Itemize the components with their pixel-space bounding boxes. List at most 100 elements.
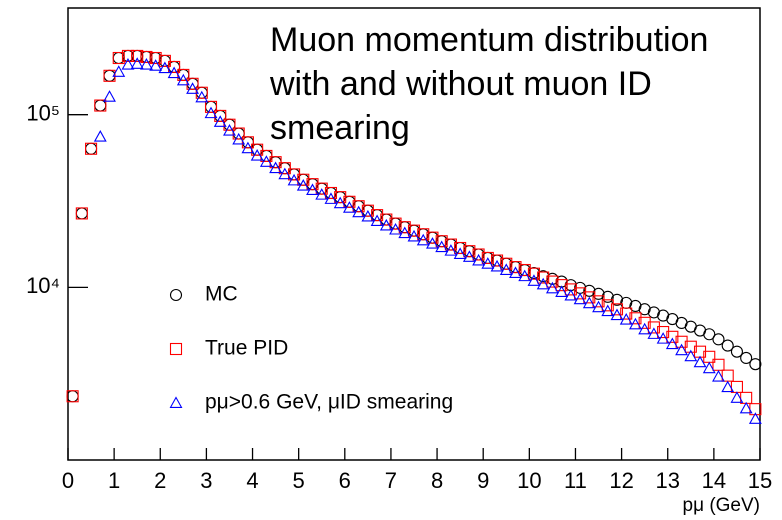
x-tick-label: 14: [702, 468, 726, 493]
data-point: [592, 295, 605, 308]
x-tick-label: 9: [477, 468, 489, 493]
data-point: [435, 235, 448, 248]
data-point: [721, 380, 735, 393]
data-point: [481, 251, 494, 265]
data-point: [712, 333, 725, 346]
data-point: [444, 244, 458, 256]
data-point: [297, 173, 310, 186]
data-point: [564, 288, 578, 301]
data-point: [426, 231, 439, 244]
data-point: [343, 195, 356, 208]
data-point: [629, 312, 642, 325]
x-tick-label: 8: [431, 468, 443, 493]
data-point: [703, 328, 716, 341]
data-point: [657, 325, 670, 339]
data-point: [555, 279, 568, 292]
data-point: [250, 149, 264, 161]
data-point: [574, 287, 587, 300]
data-point: [518, 269, 532, 282]
data-point: [610, 303, 624, 316]
data-point: [647, 306, 660, 319]
chart-title: Muon momentum distribution with and with…: [270, 21, 709, 147]
data-point: [629, 317, 642, 330]
data-point: [223, 118, 236, 131]
data-point: [306, 183, 319, 196]
data-point: [518, 263, 531, 277]
data-point: [619, 313, 633, 325]
legend-marker: [169, 342, 183, 356]
data-point: [167, 66, 181, 79]
data-point: [112, 51, 125, 65]
data-point: [389, 217, 402, 230]
data-point: [186, 77, 199, 90]
data-point: [592, 300, 605, 313]
data-point: [333, 196, 347, 209]
data-point: [407, 224, 421, 237]
x-tick-label: 5: [293, 468, 305, 493]
data-point: [158, 61, 172, 74]
data-point: [527, 267, 540, 280]
data-point: [94, 99, 107, 112]
data-point: [712, 370, 725, 382]
data-point: [509, 266, 522, 279]
data-point: [75, 207, 88, 220]
data-point: [583, 284, 596, 297]
data-point: [361, 204, 374, 217]
data-point: [121, 49, 135, 62]
data-point: [241, 136, 254, 149]
data-point: [546, 275, 559, 288]
data-point: [730, 391, 744, 403]
data-point: [740, 351, 753, 365]
data-point: [620, 307, 633, 320]
data-point: [435, 240, 449, 253]
data-point: [361, 209, 375, 222]
data-point: [592, 287, 605, 300]
data-point: [416, 233, 430, 246]
data-point: [334, 191, 347, 204]
data-point: [93, 130, 107, 142]
data-point: [647, 327, 661, 339]
x-tick-label: 10: [517, 468, 541, 493]
data-point: [371, 209, 384, 222]
data-point: [85, 142, 98, 155]
data-point: [398, 226, 412, 239]
data-point: [131, 49, 144, 62]
legend-label: pμ>0.6 GeV, μID smearing: [205, 391, 453, 414]
data-point: [112, 65, 126, 77]
data-point: [407, 229, 421, 242]
legend-marker: [169, 396, 183, 408]
data-point: [66, 390, 79, 403]
x-tick-label: 1: [108, 468, 120, 493]
data-point: [684, 349, 698, 362]
data-point: [315, 188, 329, 200]
data-point: [186, 82, 199, 94]
data-point: [352, 200, 365, 213]
data-point: [417, 228, 430, 241]
data-point: [564, 283, 577, 296]
data-point: [259, 155, 273, 167]
data-point: [647, 321, 660, 334]
data-point: [380, 213, 393, 226]
data-point: [168, 60, 181, 74]
data-point: [85, 142, 98, 155]
data-point: [748, 412, 762, 424]
x-tick-label: 2: [154, 468, 166, 493]
data-point: [269, 161, 283, 174]
x-tick-label: 4: [246, 468, 258, 493]
data-point: [121, 57, 135, 70]
data-point: [66, 390, 79, 403]
data-point: [462, 250, 476, 262]
x-tick-label: 7: [385, 468, 397, 493]
data-point: [324, 192, 338, 204]
data-point: [75, 207, 88, 220]
data-point: [241, 141, 255, 154]
data-point: [370, 214, 384, 227]
plot-frame: [67, 7, 761, 461]
data-point: [582, 296, 596, 309]
data-point: [573, 292, 587, 305]
x-tick-label: 13: [655, 468, 679, 493]
data-point: [296, 179, 310, 191]
data-point: [195, 86, 208, 99]
data-point: [213, 115, 227, 127]
